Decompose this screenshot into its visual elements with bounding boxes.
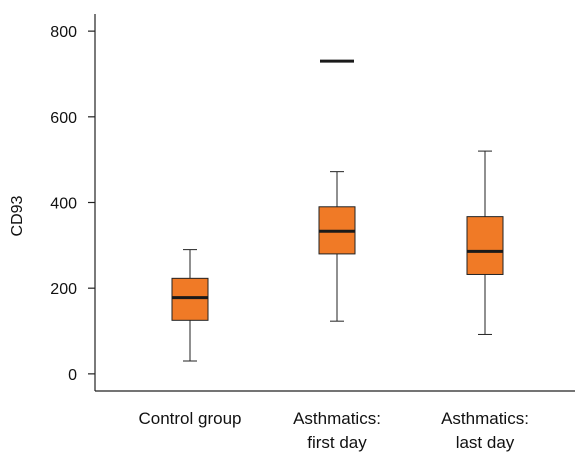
x-tick-label: last day xyxy=(456,433,515,452)
y-tick-label: 400 xyxy=(50,196,77,213)
box-group xyxy=(466,150,504,335)
x-tick-labels: Control group Asthmatics: first day Asthmat… xyxy=(138,409,528,452)
x-tick-label: Asthmatics: xyxy=(441,409,529,428)
y-tick-label: 200 xyxy=(50,281,77,298)
y-tick-label: 600 xyxy=(50,110,77,127)
box-group xyxy=(318,59,356,322)
y-tick-label: 800 xyxy=(50,24,77,41)
x-tick-label: Asthmatics: xyxy=(293,409,381,428)
x-tick-label: Control group xyxy=(138,409,241,428)
axes xyxy=(94,14,575,392)
boxes xyxy=(171,59,504,362)
y-axis-label: CD93 xyxy=(9,195,26,236)
iqr-box xyxy=(171,277,209,321)
y-tick-label: 0 xyxy=(68,367,77,384)
box-group xyxy=(171,249,209,362)
x-tick-label: first day xyxy=(307,433,367,452)
iqr-box xyxy=(466,216,504,275)
y-ticks: 0 200 400 600 800 xyxy=(50,24,95,384)
